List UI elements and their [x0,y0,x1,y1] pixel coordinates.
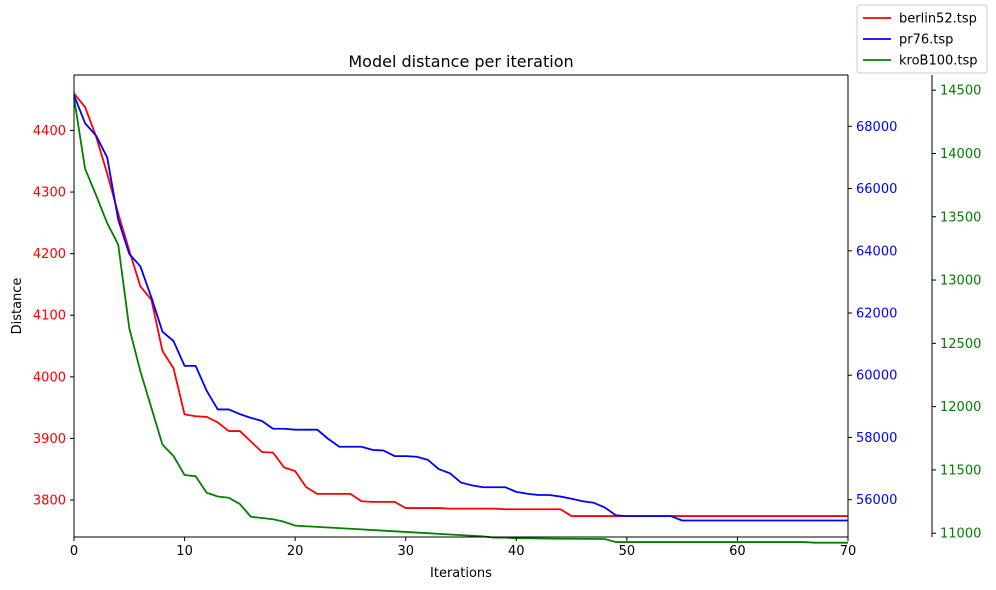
krob100-axis-tick-label: 11000 [940,527,981,542]
pr76-axis-tick-label: 62000 [856,307,897,322]
x-axis-label: Iterations [430,566,492,581]
legend-label-berlin52-tsp: berlin52.tsp [899,12,977,27]
berlin52-axis-tick-label: 4100 [33,309,66,324]
y-axis-label: Distance [10,278,25,335]
x-tick-label: 0 [70,544,78,559]
x-tick-label: 50 [619,544,636,559]
series-line-pr76-tsp [74,95,848,520]
krob100-axis-tick-label: 12000 [940,400,981,415]
krob100-axis-tick-label: 12500 [940,337,981,352]
pr76-axis-tick-label: 58000 [856,431,897,446]
berlin52-axis-tick-label: 3900 [33,432,66,447]
legend: berlin52.tsp pr76.tsp kroB100.tsp [857,5,987,73]
pr76-axis-tick-label: 68000 [856,120,897,135]
legend-label-pr76-tsp: pr76.tsp [899,33,953,48]
pr76-axis-tick-label: 64000 [856,244,897,259]
x-tick-label: 70 [840,544,857,559]
pr76-axis-tick-label: 56000 [856,493,897,508]
plot-lines [74,93,848,542]
x-tick-label: 10 [176,544,193,559]
series-line-berlin52-tsp [74,93,848,516]
berlin52-axis-tick-label: 4300 [33,186,66,201]
x-tick-label: 30 [397,544,414,559]
krob100-axis-tick-label: 13500 [940,210,981,225]
berlin52-axis-tick-label: 4200 [33,247,66,262]
pr76-axis-tick-label: 60000 [856,369,897,384]
krob100-axis-tick-label: 13000 [940,274,981,289]
berlin52-axis-tick-label: 4000 [33,370,66,385]
pr76-axis-tick-label: 66000 [856,182,897,197]
x-tick-label: 40 [508,544,525,559]
berlin52-axis-tick-label: 3800 [33,494,66,509]
chart-title: Model distance per iteration [348,52,573,71]
series-line-krob100-tsp [74,98,848,543]
berlin52-axis-tick-label: 4400 [33,124,66,139]
krob100-axis-tick-label: 14000 [940,147,981,162]
x-tick-label: 20 [287,544,304,559]
legend-label-krob100-tsp: kroB100.tsp [899,54,978,69]
axes-layer: 0 10 20 30 40 50 60 70 3800 3900 4000 4100 4200 4300 4… [33,75,981,559]
x-tick-label: 60 [729,544,746,559]
krob100-axis-tick-label: 11500 [940,463,981,478]
krob100-axis-tick-label: 14500 [940,84,981,99]
